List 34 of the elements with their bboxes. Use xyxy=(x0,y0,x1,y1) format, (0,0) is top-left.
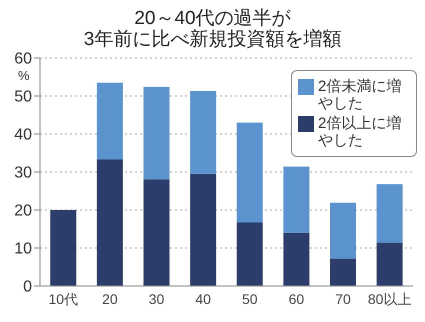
y-tick-label: 10 xyxy=(14,240,32,258)
y-tick-label: 30 xyxy=(14,164,32,182)
bar xyxy=(283,232,310,286)
legend-label: 2倍以上に増やした xyxy=(318,115,402,149)
bar xyxy=(144,86,170,180)
bar xyxy=(376,242,403,286)
bar xyxy=(190,174,216,286)
y-tick-label: 40 xyxy=(14,126,32,144)
bar xyxy=(376,184,403,243)
x-tick-label: 50 xyxy=(242,290,258,307)
bar xyxy=(283,166,310,233)
y-tick-label: 20 xyxy=(14,202,32,220)
y-tick-label: 50 xyxy=(14,88,32,106)
x-tick-label: 20 xyxy=(102,290,118,307)
bar xyxy=(50,210,76,286)
chart-title: 20～40代の過半が 3年前に比べ新規投資額を増額 xyxy=(82,8,342,50)
x-tick-label: 10代 xyxy=(48,290,78,307)
bar xyxy=(330,202,356,259)
bar xyxy=(236,222,263,286)
x-tick-label: 40 xyxy=(195,290,212,307)
y-tick-label: 0 xyxy=(23,278,32,296)
y-axis-title: % xyxy=(18,68,30,83)
x-tick-label: 80以上 xyxy=(368,290,412,307)
bar xyxy=(144,179,170,286)
y-tick-label: 60 xyxy=(14,50,32,68)
x-tick-label: 70 xyxy=(335,290,352,307)
bar xyxy=(236,122,263,223)
bar xyxy=(96,82,123,160)
x-tick-label: 60 xyxy=(288,290,304,307)
legend-label: 2倍未満に増やした xyxy=(318,78,402,112)
bar xyxy=(190,91,216,174)
bar xyxy=(96,159,123,286)
bar xyxy=(330,258,356,286)
x-tick-label: 30 xyxy=(148,290,165,307)
